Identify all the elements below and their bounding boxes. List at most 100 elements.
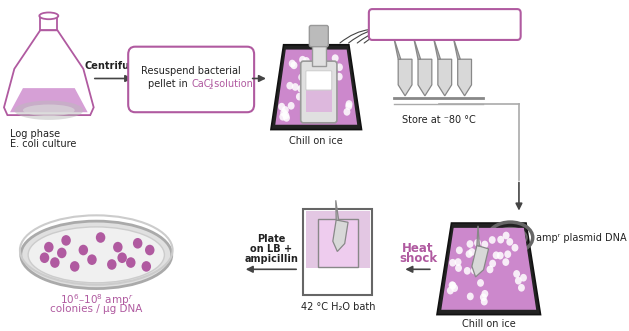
Circle shape	[473, 256, 480, 263]
FancyBboxPatch shape	[128, 47, 254, 112]
Circle shape	[469, 248, 476, 256]
Text: ampʳ plasmid DNA: ampʳ plasmid DNA	[536, 232, 627, 243]
Circle shape	[320, 96, 326, 104]
Polygon shape	[458, 59, 472, 96]
Ellipse shape	[40, 13, 58, 19]
Circle shape	[96, 232, 105, 243]
Polygon shape	[336, 200, 338, 220]
Polygon shape	[4, 30, 94, 115]
Circle shape	[326, 78, 333, 86]
Circle shape	[281, 109, 287, 117]
Text: Plate: Plate	[257, 234, 286, 244]
Circle shape	[345, 102, 352, 110]
FancyBboxPatch shape	[309, 25, 328, 47]
Circle shape	[282, 112, 289, 119]
Circle shape	[467, 293, 474, 300]
Circle shape	[320, 53, 326, 60]
Circle shape	[481, 290, 488, 298]
Circle shape	[498, 236, 504, 244]
Text: on LB +: on LB +	[250, 244, 292, 254]
Circle shape	[327, 97, 334, 105]
Text: Chill on ice: Chill on ice	[289, 136, 343, 146]
Circle shape	[449, 259, 456, 266]
Polygon shape	[418, 59, 432, 96]
Circle shape	[487, 265, 493, 273]
Polygon shape	[454, 38, 460, 59]
Text: colonies / µg DNA: colonies / µg DNA	[50, 304, 142, 314]
Text: Heat: Heat	[403, 242, 434, 255]
Circle shape	[497, 252, 504, 260]
Circle shape	[329, 89, 336, 96]
Text: Log phase: Log phase	[10, 129, 60, 139]
Circle shape	[287, 102, 294, 110]
Circle shape	[70, 261, 79, 272]
Text: ampicillin: ampicillin	[245, 254, 298, 263]
Circle shape	[142, 261, 151, 272]
Circle shape	[321, 59, 328, 66]
Text: shock: shock	[399, 253, 437, 265]
Ellipse shape	[21, 221, 172, 289]
Circle shape	[493, 252, 499, 259]
Circle shape	[450, 282, 456, 289]
Text: pellet in: pellet in	[148, 79, 191, 89]
Circle shape	[107, 259, 116, 270]
Circle shape	[345, 100, 352, 108]
Polygon shape	[271, 45, 362, 129]
Bar	[306, 88, 331, 112]
Text: solution: solution	[211, 79, 253, 89]
Circle shape	[477, 279, 484, 287]
Circle shape	[283, 114, 290, 122]
Circle shape	[336, 63, 343, 71]
Polygon shape	[394, 38, 401, 59]
Circle shape	[489, 260, 496, 267]
Circle shape	[308, 69, 315, 76]
Circle shape	[455, 264, 462, 272]
Circle shape	[451, 284, 458, 292]
Circle shape	[62, 235, 71, 246]
Circle shape	[113, 242, 123, 253]
Circle shape	[304, 112, 311, 119]
Circle shape	[299, 83, 306, 91]
Circle shape	[298, 85, 304, 93]
Bar	[312, 43, 326, 66]
Circle shape	[332, 63, 338, 70]
Circle shape	[44, 242, 53, 253]
Polygon shape	[414, 38, 421, 59]
Circle shape	[471, 267, 478, 274]
Bar	[303, 209, 372, 295]
Circle shape	[336, 73, 343, 80]
Circle shape	[299, 56, 306, 64]
Circle shape	[448, 281, 455, 289]
Ellipse shape	[14, 101, 83, 120]
Text: 2: 2	[208, 84, 213, 90]
Circle shape	[291, 62, 298, 69]
Circle shape	[489, 236, 496, 244]
FancyBboxPatch shape	[306, 71, 331, 90]
Circle shape	[303, 57, 310, 65]
Circle shape	[455, 258, 462, 266]
Polygon shape	[40, 16, 57, 30]
Circle shape	[289, 60, 296, 68]
Circle shape	[456, 247, 463, 254]
Circle shape	[464, 267, 470, 275]
Circle shape	[118, 253, 127, 263]
Circle shape	[513, 270, 520, 278]
Circle shape	[57, 248, 67, 258]
Circle shape	[87, 254, 97, 265]
Circle shape	[515, 277, 522, 285]
Polygon shape	[333, 220, 348, 252]
Circle shape	[299, 84, 306, 91]
Circle shape	[79, 245, 88, 255]
Circle shape	[286, 82, 293, 90]
Circle shape	[481, 241, 488, 248]
Bar	[306, 212, 370, 268]
Text: E. coli culture: E. coli culture	[10, 139, 76, 149]
Polygon shape	[398, 59, 412, 96]
Circle shape	[504, 250, 511, 258]
Polygon shape	[438, 59, 452, 96]
Polygon shape	[477, 226, 479, 246]
Circle shape	[305, 67, 312, 75]
Circle shape	[343, 108, 350, 116]
Polygon shape	[10, 88, 87, 112]
Text: Aliquot competent cells: Aliquot competent cells	[375, 22, 515, 31]
